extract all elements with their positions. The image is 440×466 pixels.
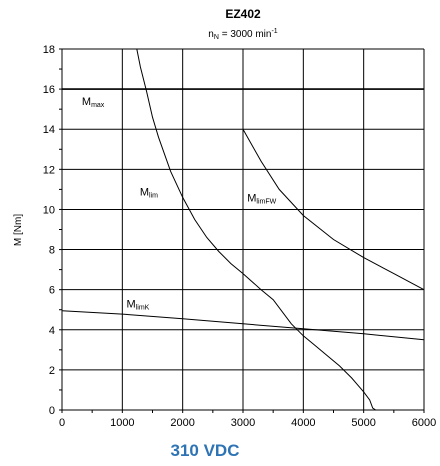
x-tick-label: 3000 (231, 417, 255, 429)
series-label-main: M (82, 96, 91, 108)
series-label-main: M (140, 186, 149, 198)
subtitle-sup: -1 (271, 28, 277, 35)
x-tick-label: 1000 (110, 417, 134, 429)
y-tick-label: 18 (43, 44, 55, 56)
series-label-sub: lim (149, 192, 158, 199)
y-tick-label: 10 (43, 204, 55, 216)
y-tick-label: 16 (43, 84, 55, 96)
series-label-main: M (127, 299, 136, 311)
voltage-label: 310 VDC (171, 441, 240, 460)
subtitle-n: n (208, 29, 214, 40)
series-label-mlimfw: MlimFW (247, 192, 276, 205)
series-label-mlimk: MlimK (127, 299, 150, 312)
y-axis-ticks: 0 2 4 6 8 10 12 14 16 18 (43, 44, 55, 417)
y-tick-label: 8 (49, 245, 55, 257)
series-line-mlim (136, 48, 376, 411)
series-line-mlimfw (242, 128, 425, 291)
chart-title: EZ402 (225, 7, 261, 21)
y-tick-label: 6 (49, 285, 55, 297)
series-group (61, 48, 425, 411)
subtitle-mid: = 3000 min (219, 29, 272, 40)
subtitle-n-sub: N (214, 34, 219, 41)
grid (59, 48, 425, 413)
y-axis-label: M [Nm] (13, 214, 24, 246)
series-label-mlim: Mlim (140, 186, 158, 199)
x-tick-label: 5000 (351, 417, 375, 429)
y-tick-label: 2 (49, 365, 55, 377)
x-tick-label: 2000 (170, 417, 194, 429)
series-label-sub: max (91, 102, 105, 109)
y-tick-label: 12 (43, 164, 55, 176)
y-tick-label: 14 (43, 124, 55, 136)
series-label-main: M (247, 192, 256, 204)
chart-subtitle: nN = 3000 min-1 (208, 28, 278, 41)
y-tick-label: 0 (49, 405, 55, 417)
series-label-sub: limK (136, 305, 150, 312)
x-axis-ticks: 0 1000 2000 3000 4000 5000 6000 (59, 417, 436, 429)
y-tick-label: 4 (49, 325, 55, 337)
x-tick-label: 6000 (412, 417, 436, 429)
series-line-mlimk (61, 310, 425, 341)
x-tick-label: 0 (59, 417, 65, 429)
series-label-mmax: Mmax (82, 96, 105, 109)
series-label-sub: limFW (256, 198, 276, 205)
x-tick-label: 4000 (291, 417, 315, 429)
